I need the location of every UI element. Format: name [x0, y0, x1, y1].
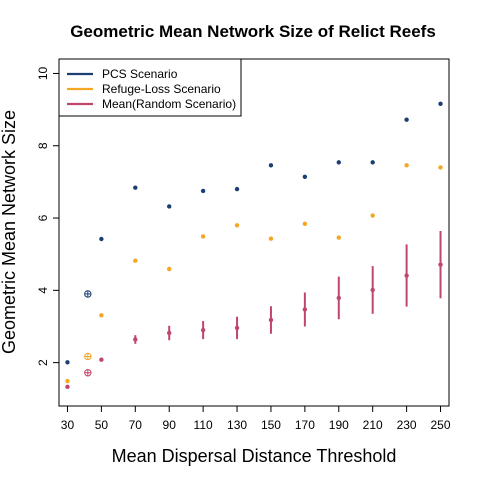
data-point — [404, 163, 409, 168]
x-tick-label: 50 — [95, 418, 109, 432]
data-point — [234, 186, 240, 192]
data-marks — [65, 101, 443, 390]
data-point — [302, 221, 308, 227]
y-tick-label: 10 — [36, 66, 50, 80]
y-tick-label: 6 — [36, 214, 50, 221]
data-point — [268, 317, 274, 323]
legend-label: Refuge-Loss Scenario — [102, 82, 221, 96]
legend-box — [58, 58, 242, 117]
data-point — [438, 101, 443, 107]
y-tick-label: 2 — [36, 359, 50, 366]
open-point — [84, 290, 92, 298]
data-point — [65, 384, 70, 390]
x-tick-label: 170 — [295, 418, 315, 432]
open-point — [84, 352, 92, 361]
x-tick-label: 110 — [194, 418, 213, 432]
data-point — [200, 188, 206, 194]
series-random — [65, 231, 443, 390]
x-axis: 30 50 70 90 110 130 150 170 190 210 230 250 — [61, 406, 451, 432]
y-tick-label: 4 — [36, 287, 50, 294]
data-point — [99, 313, 104, 318]
data-point — [133, 337, 138, 342]
legend-label: PCS Scenario — [102, 67, 178, 81]
x-tick-label: 30 — [61, 418, 75, 432]
y-axis: 2 4 6 8 10 — [36, 66, 59, 366]
x-axis-title: Mean Dispersal Distance Threshold — [112, 446, 397, 466]
data-point — [404, 273, 409, 278]
x-tick-label: 210 — [363, 418, 383, 432]
data-point — [438, 165, 443, 170]
x-tick-label: 190 — [329, 418, 349, 432]
x-tick-label: 70 — [129, 418, 143, 432]
plot-area — [58, 58, 450, 407]
data-point — [302, 307, 308, 312]
x-tick-label: 230 — [397, 418, 417, 432]
data-point — [268, 236, 274, 241]
x-tick-label: 130 — [227, 418, 247, 432]
data-point — [65, 360, 70, 365]
data-point — [302, 174, 308, 180]
data-point — [65, 378, 70, 384]
legend-label: Mean(Random Scenario) — [102, 97, 236, 111]
data-point — [370, 213, 375, 218]
data-point — [99, 236, 104, 242]
data-point — [99, 357, 104, 362]
data-point — [336, 235, 341, 240]
series-refuge — [65, 163, 443, 384]
data-point — [370, 287, 375, 293]
data-point — [200, 234, 206, 239]
data-point — [336, 295, 341, 301]
data-point — [167, 266, 172, 272]
series-pcs — [65, 101, 443, 365]
chart-title: Geometric Mean Network Size of Relict Re… — [70, 22, 436, 41]
y-tick-label: 8 — [36, 142, 50, 149]
data-point — [438, 262, 443, 267]
data-point — [133, 258, 138, 263]
x-tick-label: 90 — [163, 418, 177, 432]
open-point — [84, 369, 92, 377]
x-tick-label: 250 — [431, 418, 451, 432]
data-point — [404, 117, 409, 122]
data-point — [370, 160, 375, 165]
data-point — [167, 330, 172, 336]
x-tick-label: 150 — [261, 418, 281, 432]
data-point — [234, 223, 240, 228]
data-point — [200, 327, 206, 333]
data-point — [167, 204, 172, 209]
data-point — [133, 185, 138, 190]
data-point — [268, 163, 274, 168]
y-axis-title: Geometric Mean Network Size — [0, 110, 19, 354]
data-point — [234, 325, 240, 331]
data-point — [336, 160, 341, 165]
